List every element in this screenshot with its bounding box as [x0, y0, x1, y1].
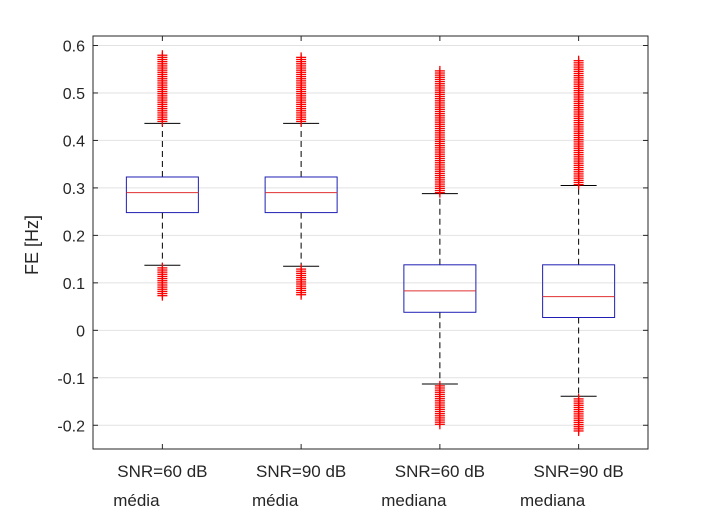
outliers [296, 52, 307, 300]
box-series [125, 50, 616, 436]
y-tick-label: -0.1 [57, 371, 85, 388]
y-axis-label: FE [Hz] [22, 215, 42, 275]
box-2 [264, 52, 338, 300]
x-tick-label-line1: SNR=90 dB [534, 462, 624, 481]
plot-frame [92, 35, 649, 450]
y-tick-label: 0.3 [63, 181, 85, 198]
y-tick-label: 0 [76, 323, 85, 340]
x-tick-label-line2: mediana [520, 491, 586, 510]
x-tick-label-line1: SNR=90 dB [256, 462, 346, 481]
box-iqr [125, 176, 199, 214]
box-iqr [403, 264, 477, 313]
x-tick-label-line1: SNR=60 dB [395, 462, 485, 481]
y-tick-label: 0.1 [63, 276, 85, 293]
grid-lines [93, 44, 648, 426]
box-iqr [264, 176, 338, 214]
x-tick-label-line1: SNR=60 dB [117, 462, 207, 481]
y-axis-ticks: -0.2 -0.1 0 0.1 0.2 0.3 0.4 0.5 0.6 [57, 38, 648, 435]
y-tick-label: 0.4 [63, 133, 85, 150]
y-tick-label: 0.6 [63, 38, 85, 55]
x-axis-ticks: SNR=60 dB média SNR=90 dB média SNR=60 dB med… [113, 36, 624, 510]
box-1 [125, 50, 199, 301]
x-tick-label-line2: média [113, 491, 160, 510]
outliers [157, 50, 168, 301]
x-tick-label-line2: média [252, 491, 299, 510]
box-4 [542, 55, 616, 436]
y-tick-label: 0.2 [63, 228, 85, 245]
outliers [434, 65, 445, 430]
y-tick-label: -0.2 [57, 418, 85, 435]
outliers [573, 55, 584, 436]
box-iqr [542, 264, 616, 319]
box-3 [403, 65, 477, 430]
x-tick-label-line2: mediana [381, 491, 447, 510]
y-tick-label: 0.5 [63, 86, 85, 103]
